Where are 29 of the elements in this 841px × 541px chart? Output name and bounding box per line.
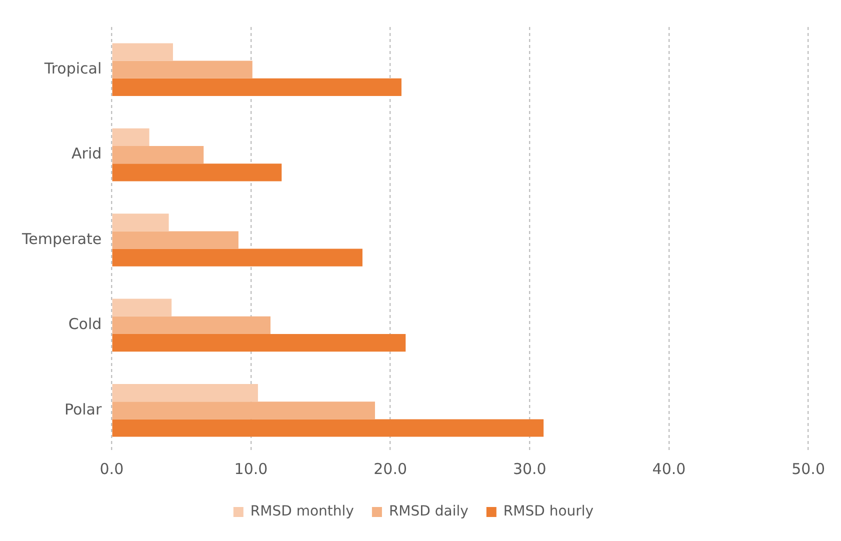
- x-tick-label: 50.0: [792, 460, 826, 478]
- y-tick-label: Tropical: [43, 59, 102, 78]
- bar: [112, 164, 282, 182]
- bar: [112, 128, 150, 146]
- y-tick-label: Temperate: [20, 230, 102, 248]
- bar: [112, 248, 362, 266]
- x-tick-label: 30.0: [512, 460, 546, 478]
- legend-label: RMSD hourly: [503, 504, 594, 520]
- x-tick-label: 20.0: [374, 460, 408, 478]
- legend-label: RMSD daily: [388, 504, 468, 520]
- x-tick-label: 10.0: [234, 460, 268, 478]
- bar: [112, 298, 172, 316]
- bar: [112, 419, 544, 437]
- bar: [112, 60, 252, 78]
- bar: [112, 43, 173, 61]
- legend-label: RMSD monthly: [250, 504, 354, 520]
- y-tick-label: Arid: [72, 144, 102, 163]
- bar: [112, 78, 402, 96]
- bar: [112, 402, 375, 420]
- bar: [112, 146, 204, 164]
- x-tick-label: 40.0: [652, 460, 686, 478]
- bar: [112, 231, 238, 249]
- y-tick-label: Cold: [68, 315, 102, 334]
- bar: [112, 334, 406, 352]
- bar: [112, 384, 258, 402]
- bar: [112, 214, 169, 232]
- bar: [112, 316, 271, 334]
- y-tick-label: Polar: [64, 400, 102, 418]
- x-tick-label: 0.0: [100, 460, 124, 478]
